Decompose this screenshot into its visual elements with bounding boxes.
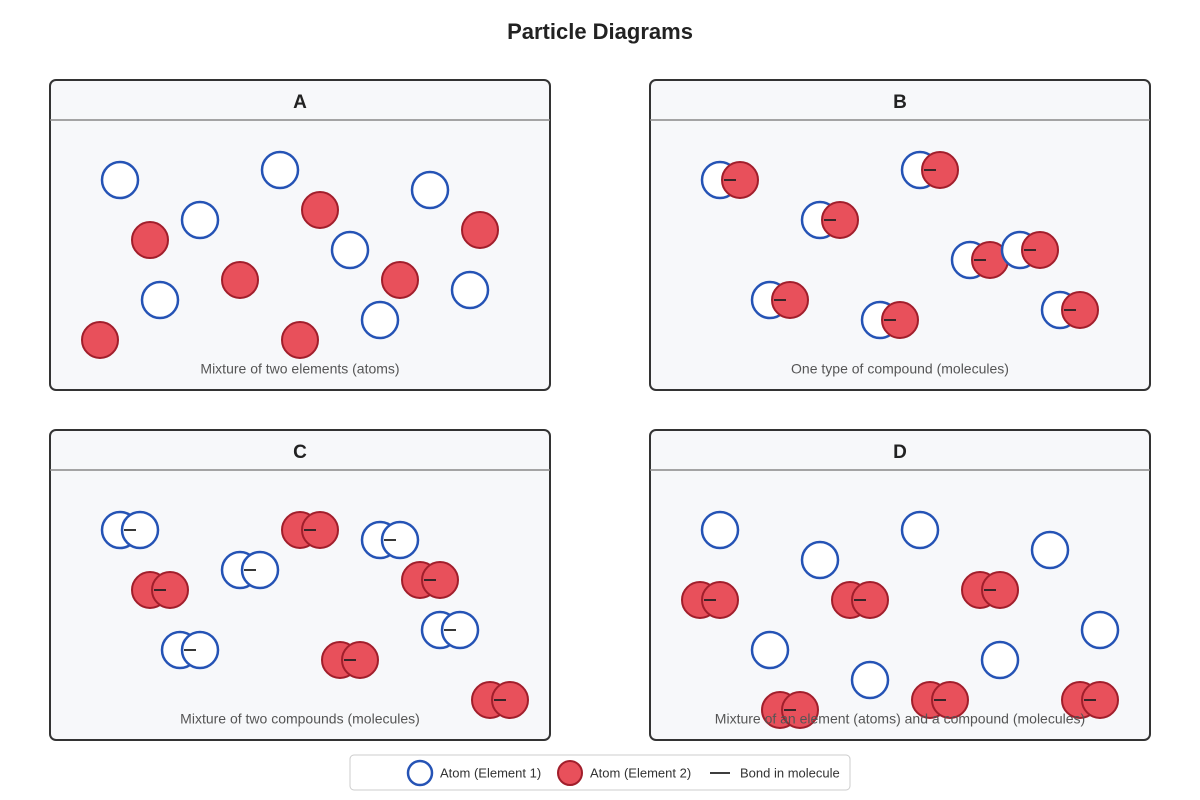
atom-element-2: [781, 691, 819, 729]
atom-element-1: [1030, 530, 1070, 570]
atom-element-2: [301, 191, 339, 229]
atom-element-1: [850, 660, 890, 700]
legend-text: Atom (Element 1): [440, 765, 541, 780]
atom-element-2: [771, 281, 809, 319]
atom-element-1: [800, 540, 840, 580]
atom-element-1: [380, 520, 420, 560]
legend-text: Bond in molecule: [740, 765, 840, 780]
atom-element-2: [81, 321, 119, 359]
atom-element-2: [461, 211, 499, 249]
atom-element-2: [1021, 231, 1059, 269]
atom-element-2: [701, 581, 739, 619]
panel-caption: Mixture of an element (atoms) and a comp…: [715, 711, 1085, 727]
atom-element-2: [151, 571, 189, 609]
atom-element-2: [921, 151, 959, 189]
atom-element-1: [900, 510, 940, 550]
atom-element-1: [360, 300, 400, 340]
atom-element-2: [721, 161, 759, 199]
legend-red: [557, 760, 583, 786]
atom-element-2: [881, 301, 919, 339]
atom-element-1: [180, 630, 220, 670]
atom-element-1: [100, 160, 140, 200]
atom-element-1: [240, 550, 280, 590]
atom-element-2: [1081, 681, 1119, 719]
panel-label: B: [893, 92, 907, 113]
panel-label: A: [293, 92, 307, 113]
atom-element-2: [491, 681, 529, 719]
atom-element-1: [330, 230, 370, 270]
panel: [649, 79, 1151, 391]
atom-element-2: [131, 221, 169, 259]
atom-element-2: [301, 511, 339, 549]
atom-element-2: [821, 201, 859, 239]
atom-element-1: [260, 150, 300, 190]
legend-text: Atom (Element 2): [590, 765, 691, 780]
atom-element-2: [1061, 291, 1099, 329]
atom-element-2: [341, 641, 379, 679]
atom-element-1: [980, 640, 1020, 680]
atom-element-1: [140, 280, 180, 320]
atom-element-2: [281, 321, 319, 359]
atom-element-2: [931, 681, 969, 719]
atom-element-1: [120, 510, 160, 550]
panel: [49, 79, 551, 391]
panel-caption: Mixture of two compounds (molecules): [180, 711, 420, 727]
atom-element-2: [981, 571, 1019, 609]
title: Particle Diagrams: [507, 19, 693, 44]
legend-blue: [406, 759, 434, 787]
atom-element-1: [180, 200, 220, 240]
atom-element-1: [410, 170, 450, 210]
panel-label: D: [893, 442, 907, 463]
panel-caption: Mixture of two elements (atoms): [200, 361, 399, 377]
atom-element-1: [750, 630, 790, 670]
atom-element-2: [421, 561, 459, 599]
atom-element-1: [700, 510, 740, 550]
panel-caption: One type of compound (molecules): [791, 361, 1009, 377]
atom-element-1: [440, 610, 480, 650]
panel-label: C: [293, 442, 307, 463]
atom-element-2: [851, 581, 889, 619]
atom-element-1: [1080, 610, 1120, 650]
legend-box: [349, 754, 851, 791]
atom-element-2: [221, 261, 259, 299]
atom-element-2: [381, 261, 419, 299]
atom-element-1: [450, 270, 490, 310]
